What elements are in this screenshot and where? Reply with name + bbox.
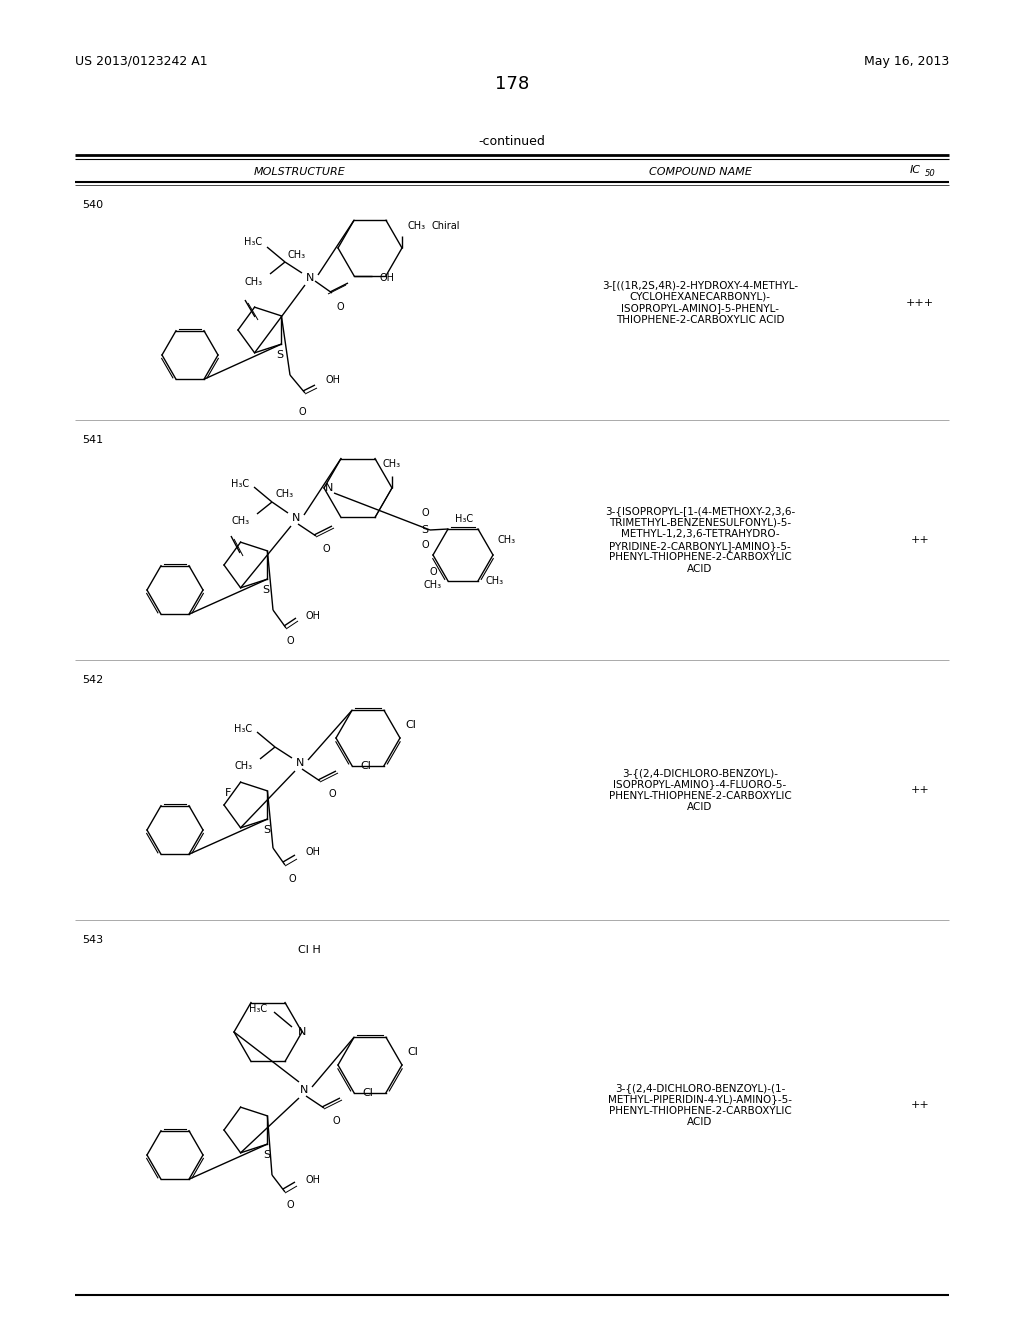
- Text: 3-[((1R,2S,4R)-2-HYDROXY-4-METHYL-
CYCLOHEXANECARBONYL)-
ISOPROPYL-AMINO]-5-PHEN: 3-[((1R,2S,4R)-2-HYDROXY-4-METHYL- CYCLO…: [602, 280, 798, 325]
- Text: O: O: [429, 568, 437, 577]
- Text: N: N: [306, 273, 314, 282]
- Text: O: O: [286, 636, 294, 645]
- Text: O: O: [298, 407, 306, 417]
- Text: OH: OH: [305, 1175, 319, 1185]
- Text: N: N: [325, 483, 333, 492]
- Text: CH₃: CH₃: [498, 535, 516, 545]
- Text: CH₃: CH₃: [245, 277, 263, 286]
- Text: Cl: Cl: [360, 760, 371, 771]
- Text: 542: 542: [82, 675, 103, 685]
- Text: H₃C: H₃C: [249, 1005, 267, 1014]
- Text: ++: ++: [910, 535, 930, 545]
- Text: OH: OH: [305, 611, 319, 620]
- Text: H₃C: H₃C: [230, 479, 249, 488]
- Text: CH₃: CH₃: [486, 576, 504, 586]
- Text: S: S: [262, 585, 269, 595]
- Text: H₃C: H₃C: [244, 238, 262, 247]
- Text: OH: OH: [325, 375, 340, 385]
- Text: 178: 178: [495, 75, 529, 92]
- Text: OH: OH: [380, 273, 395, 282]
- Text: N: N: [298, 1027, 306, 1038]
- Text: 541: 541: [82, 436, 103, 445]
- Text: CH₃: CH₃: [424, 579, 442, 590]
- Text: +++: +++: [906, 297, 934, 308]
- Text: Cl H: Cl H: [298, 945, 321, 954]
- Text: H₃C: H₃C: [233, 723, 252, 734]
- Text: O: O: [421, 540, 429, 550]
- Text: Cl: Cl: [362, 1088, 373, 1098]
- Text: O: O: [336, 302, 344, 312]
- Text: CH₃: CH₃: [383, 459, 401, 469]
- Text: S: S: [263, 825, 270, 836]
- Text: OH: OH: [305, 847, 319, 857]
- Text: O: O: [288, 874, 296, 884]
- Text: 3-{(2,4-DICHLORO-BENZOYL)-(1-
METHYL-PIPERIDIN-4-YL)-AMINO}-5-
PHENYL-THIOPHENE-: 3-{(2,4-DICHLORO-BENZOYL)-(1- METHYL-PIP…: [608, 1082, 792, 1127]
- Text: O: O: [323, 544, 330, 554]
- Text: IC: IC: [910, 165, 921, 176]
- Text: 50: 50: [925, 169, 936, 177]
- Text: CH₃: CH₃: [275, 488, 293, 499]
- Text: O: O: [286, 1200, 294, 1210]
- Text: MOLSTRUCTURE: MOLSTRUCTURE: [254, 168, 346, 177]
- Text: S: S: [422, 525, 429, 535]
- Text: May 16, 2013: May 16, 2013: [864, 55, 949, 69]
- Text: 543: 543: [82, 935, 103, 945]
- Text: US 2013/0123242 A1: US 2013/0123242 A1: [75, 55, 208, 69]
- Text: Chiral: Chiral: [432, 220, 461, 231]
- Text: S: S: [263, 1150, 270, 1160]
- Text: O: O: [332, 1115, 340, 1126]
- Text: -continued: -continued: [478, 135, 546, 148]
- Text: CH₃: CH₃: [407, 220, 425, 231]
- Text: ++: ++: [910, 1100, 930, 1110]
- Text: 3-{ISOPROPYL-[1-(4-METHOXY-2,3,6-
TRIMETHYL-BENZENESULFONYL)-5-
METHYL-1,2,3,6-T: 3-{ISOPROPYL-[1-(4-METHOXY-2,3,6- TRIMET…: [605, 506, 795, 574]
- Text: CH₃: CH₃: [288, 249, 306, 260]
- Text: COMPOUND NAME: COMPOUND NAME: [648, 168, 752, 177]
- Text: N: N: [292, 513, 300, 523]
- Text: H₃C: H₃C: [455, 513, 473, 524]
- Text: N: N: [296, 758, 304, 768]
- Text: CH₃: CH₃: [231, 516, 250, 525]
- Text: Cl: Cl: [406, 719, 416, 730]
- Text: 3-{(2,4-DICHLORO-BENZOYL)-
ISOPROPYL-AMINO}-4-FLUORO-5-
PHENYL-THIOPHENE-2-CARBO: 3-{(2,4-DICHLORO-BENZOYL)- ISOPROPYL-AMI…: [608, 768, 792, 812]
- Text: ++: ++: [910, 785, 930, 795]
- Text: F: F: [225, 788, 231, 799]
- Text: N: N: [300, 1085, 308, 1096]
- Text: S: S: [276, 350, 284, 360]
- Text: O: O: [421, 508, 429, 517]
- Text: CH₃: CH₃: [234, 762, 253, 771]
- Text: O: O: [328, 789, 336, 799]
- Text: 540: 540: [82, 201, 103, 210]
- Text: Cl: Cl: [407, 1047, 418, 1057]
